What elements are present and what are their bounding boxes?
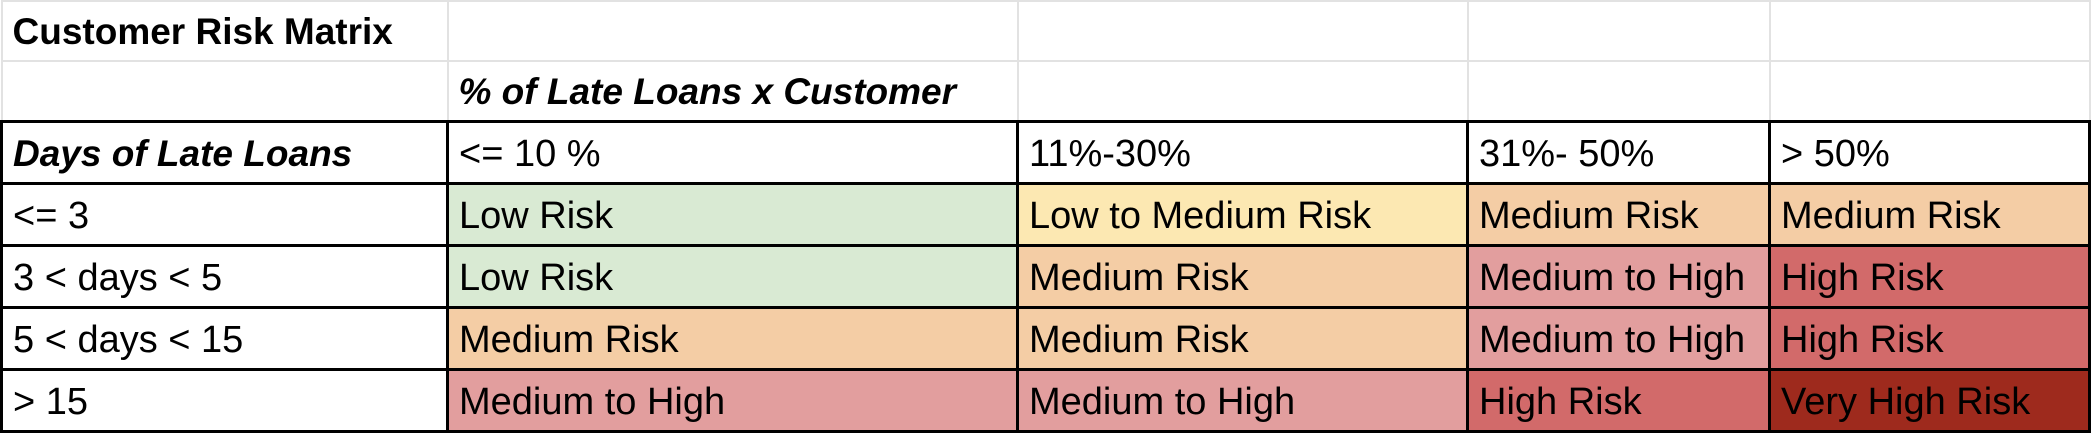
column-header[interactable]: > 50%: [1768, 119, 2091, 185]
column-header[interactable]: <= 10 %: [446, 119, 1019, 185]
empty-cell[interactable]: [1768, 0, 2091, 62]
empty-cell[interactable]: [1768, 60, 2091, 122]
matrix-row: 3 < days < 5 Low Risk Medium Risk Medium…: [0, 243, 2091, 309]
risk-cell[interactable]: High Risk: [1466, 367, 1771, 433]
risk-cell[interactable]: Low Risk: [446, 181, 1019, 247]
risk-cell[interactable]: Medium to High: [446, 367, 1019, 433]
risk-cell[interactable]: Low Risk: [446, 243, 1019, 309]
risk-cell[interactable]: Medium to High: [1016, 367, 1469, 433]
empty-cell[interactable]: [1466, 60, 1771, 122]
risk-cell[interactable]: Medium Risk: [1768, 181, 2091, 247]
risk-cell[interactable]: High Risk: [1768, 305, 2091, 371]
risk-cell[interactable]: Medium to High: [1466, 305, 1771, 371]
row-header[interactable]: Days of Late Loans: [0, 119, 449, 185]
matrix-row: 5 < days < 15 Medium Risk Medium Risk Me…: [0, 305, 2091, 371]
empty-cell[interactable]: [0, 60, 449, 122]
column-header[interactable]: 31%- 50%: [1466, 119, 1771, 185]
column-header-row: Days of Late Loans <= 10 % 11%-30% 31%- …: [0, 119, 2091, 185]
group-header-row: % of Late Loans x Customer: [0, 60, 2091, 122]
row-label[interactable]: 5 < days < 15: [0, 305, 449, 371]
empty-cell[interactable]: [446, 0, 1019, 62]
risk-matrix-sheet: Customer Risk Matrix % of Late Loans x C…: [0, 0, 2091, 433]
risk-cell[interactable]: Medium Risk: [1016, 305, 1469, 371]
row-label[interactable]: > 15: [0, 367, 449, 433]
risk-cell[interactable]: Medium Risk: [1466, 181, 1771, 247]
risk-cell[interactable]: Low to Medium Risk: [1016, 181, 1469, 247]
risk-cell[interactable]: High Risk: [1768, 243, 2091, 309]
column-header[interactable]: 11%-30%: [1016, 119, 1469, 185]
matrix-row: > 15 Medium to High Medium to High High …: [0, 367, 2091, 433]
empty-cell[interactable]: [1016, 60, 1469, 122]
risk-cell[interactable]: Medium Risk: [1016, 243, 1469, 309]
risk-cell[interactable]: Medium to High: [1466, 243, 1771, 309]
sheet-title[interactable]: Customer Risk Matrix: [0, 0, 449, 62]
title-row: Customer Risk Matrix: [0, 0, 2091, 62]
empty-cell[interactable]: [1016, 0, 1469, 62]
row-label[interactable]: <= 3: [0, 181, 449, 247]
risk-cell[interactable]: Very High Risk: [1768, 367, 2091, 433]
risk-cell[interactable]: Medium Risk: [446, 305, 1019, 371]
column-group-header[interactable]: % of Late Loans x Customer: [446, 60, 1019, 122]
empty-cell[interactable]: [1466, 0, 1771, 62]
matrix-row: <= 3 Low Risk Low to Medium Risk Medium …: [0, 181, 2091, 247]
row-label[interactable]: 3 < days < 5: [0, 243, 449, 309]
